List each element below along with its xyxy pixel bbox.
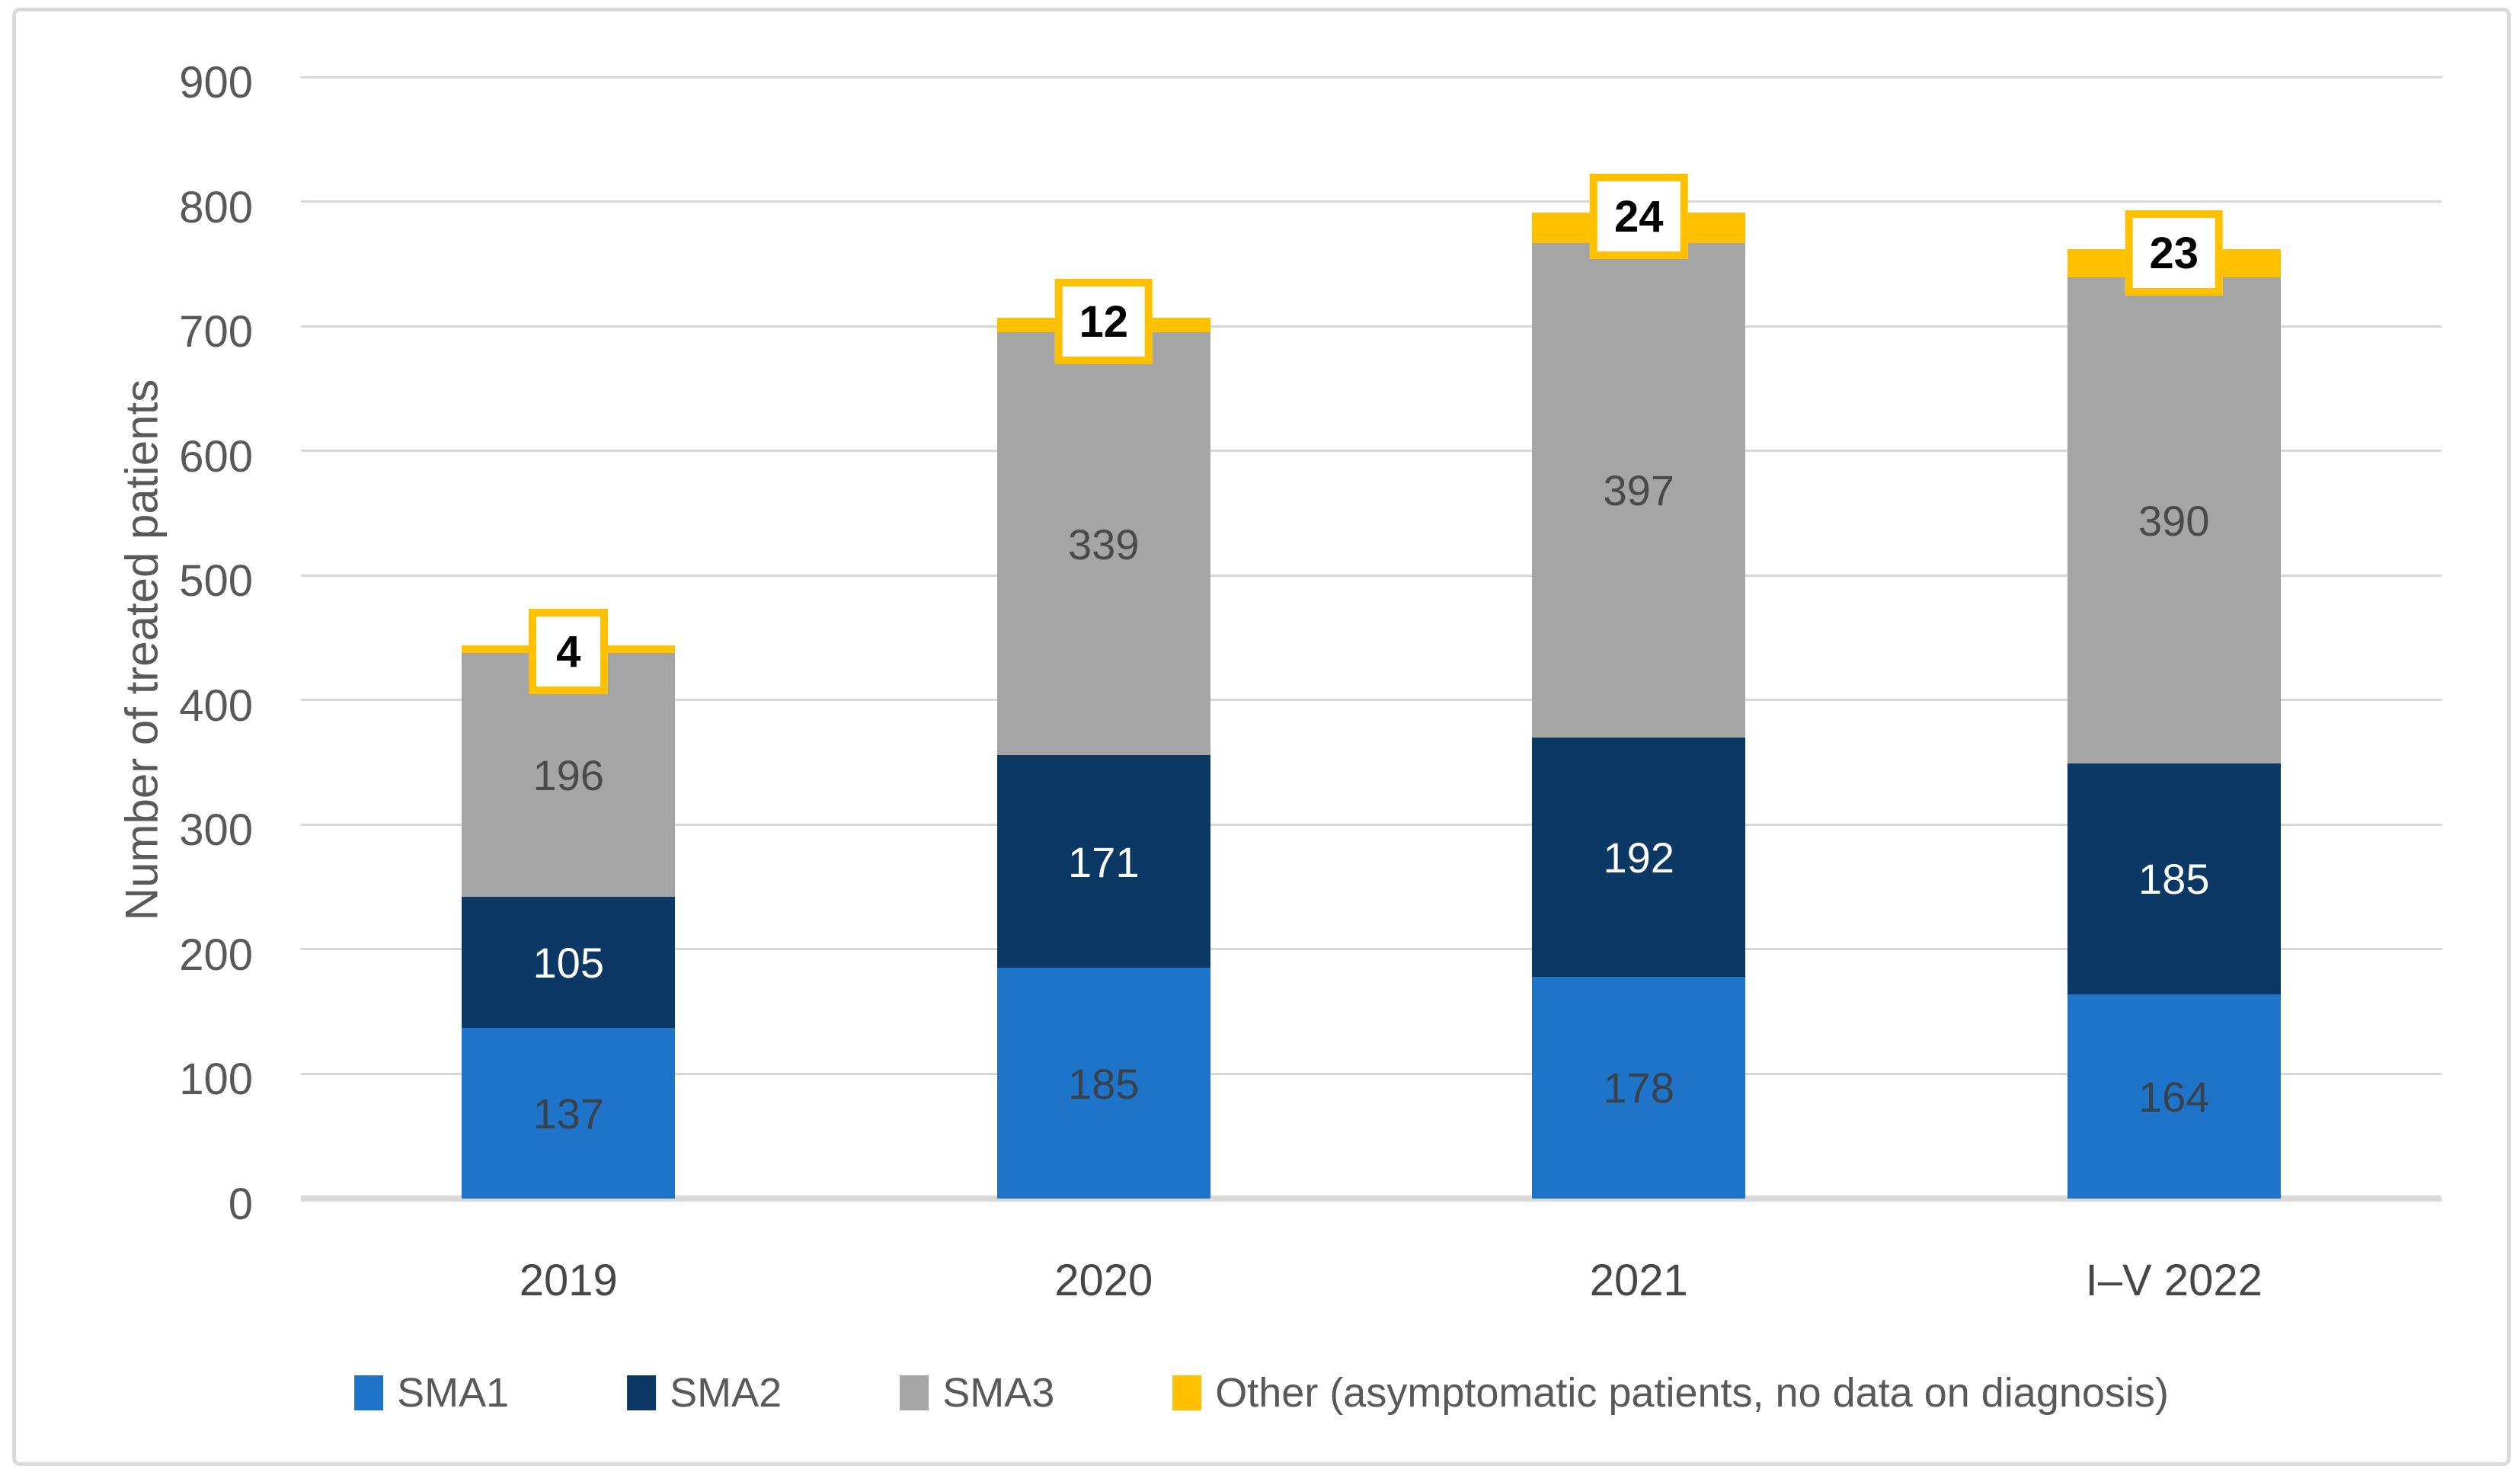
legend-label: SMA1 [397, 1370, 510, 1416]
y-tick-label: 400 [179, 680, 253, 731]
value-label: 164 [2138, 1072, 2210, 1121]
legend-label: SMA2 [670, 1370, 782, 1416]
gridline [301, 699, 2442, 702]
y-tick-label: 500 [179, 556, 253, 607]
x-tick-label: 2019 [519, 1256, 618, 1305]
legend: SMA1 SMA2 SMA3 Other (asymptomatic patients… [354, 1372, 2169, 1413]
callout-label: 4 [529, 609, 609, 695]
gridline [301, 325, 2442, 328]
x-axis-line [301, 1196, 2442, 1202]
value-label: 390 [2138, 497, 2210, 546]
bar-segment-sma1 [462, 1027, 676, 1199]
legend-label: Other (asymptomatic patients, no data on… [1215, 1370, 2169, 1416]
y-tick-label: 800 [179, 182, 253, 232]
y-tick-label: 600 [179, 431, 253, 482]
legend-swatch-icon [900, 1375, 929, 1410]
gridline [301, 948, 2442, 951]
x-tick-label: 2021 [1589, 1256, 1688, 1305]
value-label: 137 [532, 1089, 604, 1138]
x-tick-label: 2020 [1054, 1256, 1153, 1305]
legend-swatch-icon [354, 1375, 384, 1410]
value-label: 339 [1068, 520, 1140, 568]
value-label: 171 [1068, 837, 1140, 886]
bar-segment-sma1 [996, 968, 1210, 1199]
callout-label: 23 [2125, 210, 2224, 296]
bar-segment-sma2 [2067, 763, 2281, 994]
y-tick-label: 100 [179, 1055, 253, 1105]
x-tick-label: I–V 2022 [2085, 1256, 2263, 1305]
legend-swatch-icon [627, 1375, 657, 1410]
bar-segment-sma2 [996, 754, 1210, 968]
legend-swatch-icon [1172, 1375, 1202, 1410]
legend-item: SMA2 [627, 1372, 782, 1413]
gridline [301, 823, 2442, 826]
legend-item: SMA1 [354, 1372, 509, 1413]
value-label: 397 [1603, 466, 1674, 515]
gridline [301, 1072, 2442, 1075]
gridline [301, 450, 2442, 453]
y-tick-label: 900 [179, 58, 253, 107]
value-label: 196 [532, 751, 604, 799]
bar-segment-sma3 [2067, 277, 2281, 764]
value-label: 105 [532, 939, 604, 987]
legend-item: Other (asymptomatic patients, no data on… [1172, 1372, 2169, 1413]
bar-segment-sma2 [462, 897, 676, 1028]
y-tick-label: 0 [228, 1180, 253, 1229]
value-label: 185 [1068, 1059, 1140, 1108]
value-label: 178 [1603, 1064, 1674, 1112]
callout-label: 12 [1054, 278, 1153, 364]
value-label: 185 [2138, 855, 2210, 904]
gridline [301, 75, 2442, 78]
callout-label: 24 [1589, 174, 1688, 260]
y-tick-label: 300 [179, 805, 253, 856]
gridline [301, 574, 2442, 577]
gridline [301, 200, 2442, 203]
bar-segment-sma1 [2067, 994, 2281, 1199]
legend-item: SMA3 [900, 1372, 1054, 1413]
chart-figure: Number of treated patients 0 100 200 300 400… [12, 8, 2511, 1466]
bar-segment-sma3 [996, 332, 1210, 755]
bar-segment-sma1 [1532, 976, 1746, 1199]
bar-segment-sma2 [1532, 737, 1746, 977]
value-label: 192 [1603, 833, 1674, 882]
bar-segment-sma3 [1532, 242, 1746, 738]
legend-label: SMA3 [942, 1370, 1055, 1416]
y-tick-label: 700 [179, 307, 253, 357]
y-tick-label: 200 [179, 930, 253, 980]
